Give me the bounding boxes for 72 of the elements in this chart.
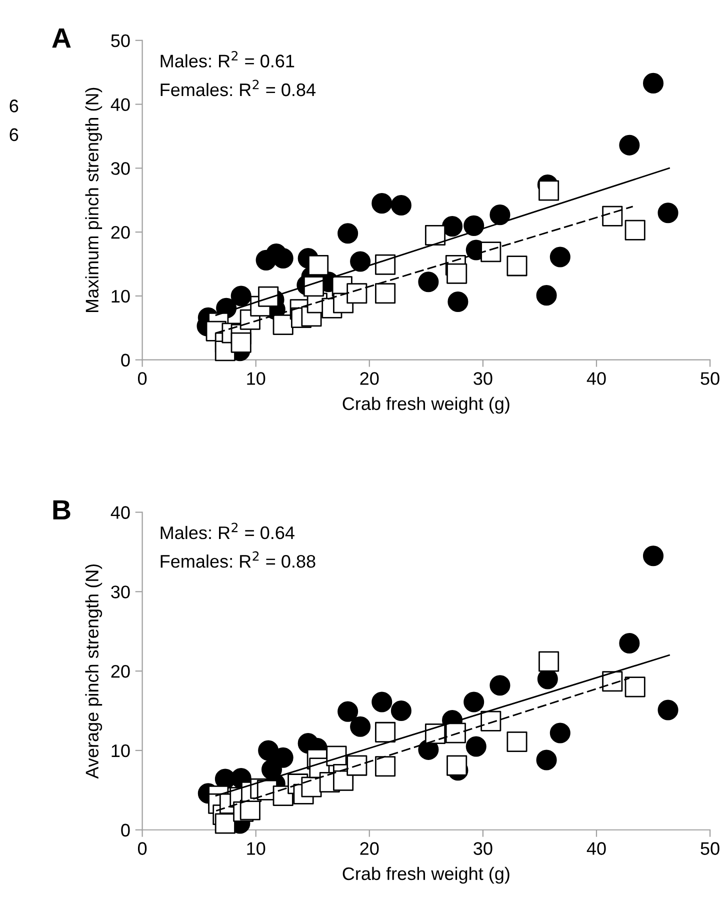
y-axis-title: Average pinch strength (N) <box>85 564 102 779</box>
y-tick-label: 40 <box>110 98 130 112</box>
point <box>490 204 510 226</box>
point <box>536 285 557 306</box>
point <box>272 747 294 768</box>
y-tick-label: 10 <box>112 744 130 758</box>
text: A <box>52 28 71 48</box>
x-tick-label: 10 <box>247 372 266 385</box>
x-tick-label: 50 <box>700 372 720 385</box>
x-tick-label: 0 <box>138 842 147 855</box>
point <box>303 276 324 297</box>
point <box>418 272 439 292</box>
point <box>230 332 252 353</box>
text: 6 <box>10 100 18 112</box>
point <box>642 546 664 566</box>
point <box>338 701 358 722</box>
point <box>642 72 664 94</box>
point <box>466 736 486 757</box>
point <box>240 800 260 820</box>
x-tick-label: 20 <box>360 842 379 855</box>
x-tick-label: 30 <box>474 372 492 385</box>
y-tick-label: 0 <box>121 354 130 367</box>
y-tick-label: 30 <box>111 162 130 175</box>
point <box>538 180 560 201</box>
point <box>372 692 392 712</box>
y-tick-label: 40 <box>110 506 130 519</box>
annotation: Males: R$^{2}$ = 0.64 <box>160 522 294 540</box>
point <box>390 700 412 722</box>
annotation: Females: R$^{2}$ = 0.88 <box>160 551 316 568</box>
x-tick-label: 20 <box>360 372 379 385</box>
point <box>372 193 392 214</box>
point <box>550 246 570 268</box>
point <box>464 692 484 712</box>
text: B <box>53 500 70 520</box>
point <box>448 291 468 312</box>
point <box>350 251 371 272</box>
x-tick-label: 30 <box>474 842 492 855</box>
point <box>350 716 371 737</box>
point <box>258 286 279 307</box>
point <box>490 675 510 696</box>
y-tick-label: 20 <box>111 226 130 239</box>
point <box>308 255 329 276</box>
y-axis-title: Maximum pinch strength (N) <box>85 88 102 312</box>
x-tick-label: 10 <box>247 842 266 855</box>
y-tick-label: 10 <box>112 290 130 303</box>
x-axis-title: Crab fresh weight (g) <box>342 396 510 414</box>
point <box>619 134 640 156</box>
annotation: Males: R$^{2}$ = 0.61 <box>160 50 294 68</box>
x-tick-label: 40 <box>586 842 606 855</box>
point <box>550 722 570 744</box>
point <box>338 223 358 244</box>
y-tick-label: 50 <box>111 34 130 48</box>
point <box>619 633 640 654</box>
point <box>464 215 484 236</box>
point <box>446 263 468 284</box>
point <box>658 700 678 720</box>
point <box>536 750 557 770</box>
point <box>442 216 463 237</box>
point <box>390 194 412 216</box>
point <box>446 755 468 776</box>
x-tick-label: 40 <box>586 372 606 385</box>
y-tick-label: 20 <box>111 664 130 678</box>
point <box>214 813 236 834</box>
x-tick-label: 50 <box>700 842 720 855</box>
point <box>230 286 252 306</box>
x-axis-title: Crab fresh weight (g) <box>342 866 510 884</box>
annotation: Females: R$^{2}$ = 0.84 <box>160 80 316 96</box>
text: 6 <box>10 128 18 142</box>
y-tick-label: 0 <box>121 824 130 837</box>
point <box>658 202 678 224</box>
y-tick-label: 30 <box>111 586 130 598</box>
x-tick-label: 0 <box>138 372 147 385</box>
